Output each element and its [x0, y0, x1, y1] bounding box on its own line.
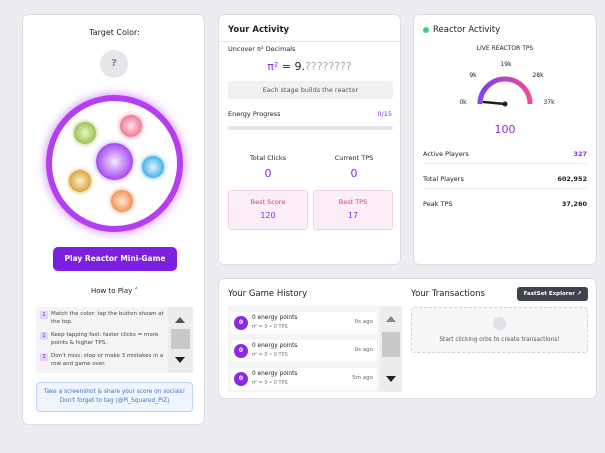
transactions-empty: Start clicking orbs to create transactio…: [411, 307, 588, 353]
stage-note: Each stage builds the reactor: [228, 81, 393, 99]
best-box: Best Score 120: [228, 190, 308, 230]
transactions-title: Your Transactions: [411, 289, 485, 299]
stat-value: 37,260: [561, 200, 587, 208]
stat-value: 0: [264, 167, 272, 180]
gauge-fill: [477, 90, 486, 105]
target-color: ?: [100, 50, 128, 78]
history-item: 0 0 energy points π² = 0 • 0 TPS 5m ago: [231, 368, 377, 390]
gauge-pivot: [502, 101, 508, 107]
progress-track: [228, 126, 393, 130]
gauge-arc: [477, 76, 533, 105]
reactor-card: Reactor Activity LIVE REACTOR TPS 100 0k…: [413, 14, 597, 265]
history-detail: π² = 0 • 0 TPS: [252, 324, 288, 330]
equation: = 9.: [278, 60, 306, 73]
center-orb[interactable]: [96, 143, 133, 180]
best-value: 120: [260, 211, 276, 220]
history-item: 0 0 energy points π² = 0 • 0 TPS 0s ago: [231, 340, 377, 362]
best-label: Best TPS: [338, 198, 368, 206]
history-time: 5m ago: [352, 375, 373, 381]
history-badge: 0: [234, 316, 248, 330]
gauge-label: 9k: [469, 72, 477, 79]
scroll-thumb[interactable]: [171, 329, 190, 349]
history-title: Your Game History: [228, 289, 308, 299]
stat-label: Peak TPS: [423, 200, 453, 208]
gauge-label: 37k: [543, 99, 555, 106]
history-time: 0s ago: [354, 319, 373, 325]
empty-icon: [493, 317, 506, 330]
gauge: [477, 76, 533, 107]
gauge-label: 0k: [459, 99, 467, 106]
stat-label: Active Players: [423, 150, 469, 158]
orb-yellow[interactable]: [69, 170, 91, 192]
stat-label: Total Players: [423, 175, 464, 183]
gauge-label: 19k: [500, 61, 512, 68]
history-points: 0 energy points: [252, 371, 298, 377]
history-points: 0 energy points: [252, 315, 298, 321]
orb-pink[interactable]: [120, 115, 142, 137]
target-label: Target Color:: [89, 28, 140, 37]
game-card: Target Color: ? Play Reactor Mini-Game H…: [22, 14, 205, 425]
rule-text: Match the color: tap the button shown at…: [51, 311, 164, 325]
row-divider: [423, 188, 587, 189]
stat-label: Current TPS: [334, 154, 374, 162]
history-badge: 0: [234, 372, 248, 386]
history-card: Your Game History 0 0 energy points π² = 0…: [218, 278, 597, 399]
row-divider: [423, 163, 587, 164]
rule-text: Don't miss: stop or make 3 mistakes in a…: [51, 353, 164, 367]
gauge-title: LIVE REACTOR TPS: [476, 45, 534, 52]
orb-blue[interactable]: [142, 156, 164, 178]
history-detail: π² = 0 • 0 TPS: [252, 352, 288, 358]
gauge-label: 28k: [532, 72, 544, 79]
history-item: 0 0 energy points π² = 0 • 0 TPS 0s ago: [231, 312, 377, 334]
orb-orange[interactable]: [111, 190, 133, 212]
rule-text: Keep tapping fast: faster clicks = more …: [51, 332, 159, 346]
scroll-down[interactable]: [175, 357, 185, 363]
rule-number: 3: [40, 353, 48, 361]
scrollbar: [168, 307, 193, 373]
best-value: 17: [347, 211, 359, 220]
scroll-up[interactable]: [175, 317, 185, 323]
pi-equation: π² = 9.????????: [219, 60, 400, 73]
best-box: Best TPS 17: [313, 190, 393, 230]
progress-value: 0/15: [377, 110, 392, 118]
history-list: 0 0 energy points π² = 0 • 0 TPS 0s ago 0 0 e…: [228, 306, 402, 392]
empty-note: Start clicking orbs to create transactio…: [439, 337, 560, 343]
live-dot: [423, 27, 429, 33]
stat-label: Total Clicks: [249, 154, 287, 162]
gauge-needle: [482, 100, 507, 106]
stat-value: 602,952: [557, 175, 587, 183]
reactor-title: Reactor Activity: [433, 25, 501, 35]
history-detail: π² = 0 • 0 TPS: [252, 380, 288, 386]
best-label: Best Score: [250, 198, 286, 206]
scroll-thumb[interactable]: [382, 332, 400, 357]
activity-title: Your Activity: [228, 25, 290, 35]
progress-label: Energy Progress: [228, 110, 281, 118]
rule-number: 1: [40, 311, 48, 319]
scrollbar: [380, 306, 402, 392]
history-time: 0s ago: [354, 347, 373, 353]
history-badge: 0: [234, 344, 248, 358]
divider: [219, 41, 400, 42]
share-note: Take a screenshot & share your score on …: [36, 382, 193, 412]
how-to-play: How to Play: [90, 287, 133, 295]
scroll-down[interactable]: [386, 376, 396, 382]
stat-value: 0: [350, 167, 358, 180]
rule-number: 2: [40, 332, 48, 340]
orb-green[interactable]: [74, 122, 96, 144]
explorer-button[interactable]: FastSet Explorer ↗: [517, 287, 588, 301]
uncover-label: Uncover π² Decimals: [228, 45, 296, 53]
activity-card: Your Activity Uncover π² Decimals π² = 9…: [218, 14, 401, 265]
unknown-digits: ????????: [305, 60, 352, 73]
pi-symbol: π²: [267, 60, 279, 73]
gauge-value: 100: [494, 123, 516, 136]
how-to-play-toggle[interactable]: How to Play ˄: [90, 287, 139, 295]
history-points: 0 energy points: [252, 343, 298, 349]
scroll-up[interactable]: [386, 316, 396, 322]
play-button[interactable]: Play Reactor Mini-Game: [53, 247, 177, 271]
rules-box: 1 Match the color: tap the button shown a…: [36, 307, 193, 373]
stat-value: 327: [573, 150, 587, 158]
